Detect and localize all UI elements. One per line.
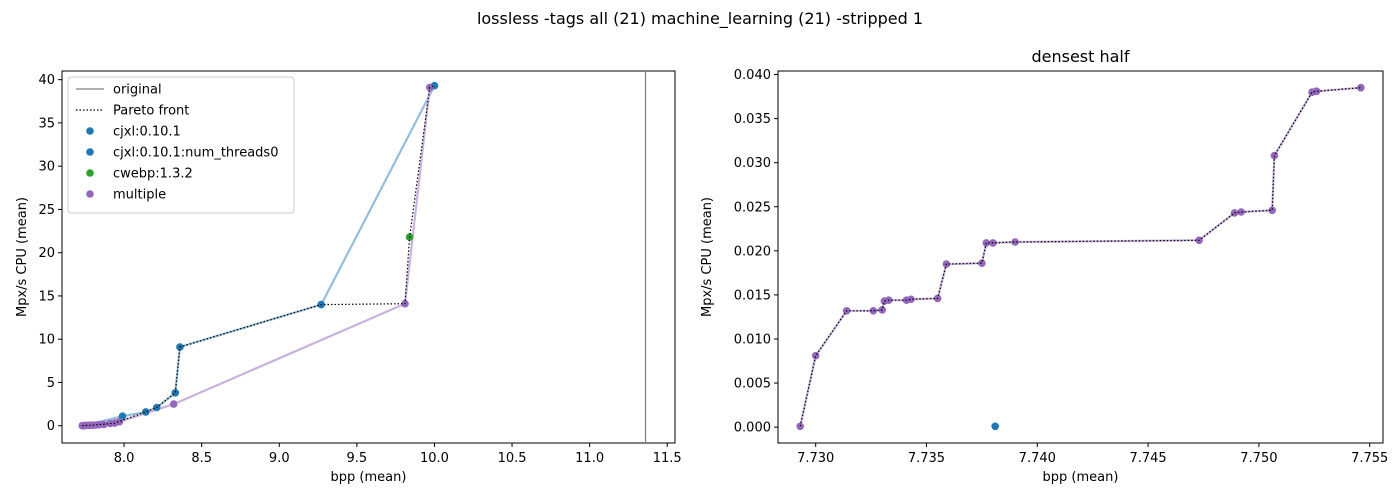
- y-tick-label: 15: [38, 289, 55, 304]
- y-tick-label: 35: [38, 116, 55, 131]
- x-tick-label: 11.5: [653, 451, 682, 466]
- x-axis-label: bpp (mean): [1043, 470, 1119, 485]
- x-tick-label: 7.735: [908, 451, 945, 466]
- data-point: [978, 259, 986, 268]
- y-axis-label: Mpx/s CPU (mean): [700, 197, 715, 317]
- y-tick-label: 0.010: [734, 332, 771, 347]
- x-tick-label: 7.730: [797, 451, 834, 466]
- y-tick-label: 0.020: [734, 244, 771, 259]
- data-point: [171, 389, 180, 397]
- subplot-title: densest half: [1031, 47, 1129, 66]
- pareto-front-line: [82, 85, 435, 427]
- data-point: [142, 408, 150, 416]
- x-tick-label: 7.750: [1240, 451, 1277, 466]
- legend-marker-swatch: [86, 127, 94, 135]
- legend-label: Pareto front: [113, 104, 189, 119]
- data-point: [1357, 83, 1365, 92]
- legend-label: cwebp:1.3.2: [113, 167, 193, 182]
- data-point: [907, 295, 915, 304]
- y-tick-label: 0.035: [734, 112, 771, 127]
- data-point: [1312, 87, 1321, 96]
- right-chart: 7.730 7.735 7.740 7.745 7.750 7.755 0.000 0.005…: [700, 47, 1388, 485]
- x-axis-label: bpp (mean): [331, 470, 407, 485]
- data-point: [1011, 238, 1019, 246]
- x-tick-label: 10.5: [498, 451, 527, 466]
- y-tick-label: 5: [47, 376, 55, 391]
- data-point: [982, 239, 991, 247]
- legend-label: cjxl:0.10.1: [113, 125, 181, 140]
- legend-marker-swatch: [86, 148, 94, 156]
- x-tick-label: 8.5: [191, 451, 212, 466]
- axes-frame: [61, 70, 676, 444]
- x-tick-label: 7.740: [1019, 451, 1056, 466]
- legend-marker-swatch: [86, 169, 94, 177]
- left-chart: 8.0 8.5 9.0 9.5 10.0 10.5 11.0 11.5 0 5 10 15 20 25 30…: [15, 70, 682, 485]
- data-point: [1268, 206, 1276, 215]
- pareto-front-line: [799, 87, 1361, 427]
- data-point: [115, 418, 124, 426]
- y-tick-label: 30: [38, 160, 55, 175]
- legend-marker-swatch: [86, 190, 94, 198]
- y-tick-label: 0.000: [734, 421, 771, 436]
- x-tick-label: 11.0: [575, 451, 604, 466]
- legend-label: multiple: [113, 188, 166, 203]
- y-tick-label: 0.030: [734, 156, 771, 171]
- y-tick-label: 40: [38, 73, 55, 88]
- y-tick-label: 0.015: [734, 288, 771, 303]
- axes-frame: [777, 70, 1384, 444]
- data-point: [991, 422, 999, 431]
- x-tick-label: 7.745: [1129, 451, 1166, 466]
- data-point: [1237, 208, 1245, 216]
- legend-label: original: [113, 83, 162, 98]
- y-tick-label: 25: [38, 203, 55, 218]
- legend-box: [67, 76, 295, 214]
- y-tick-label: 0: [47, 419, 55, 434]
- y-axis-label: Mpx/s CPU (mean): [15, 197, 30, 317]
- data-point: [869, 307, 878, 315]
- x-tick-label: 9.0: [269, 451, 290, 466]
- y-tick-label: 20: [38, 246, 55, 261]
- y-tick-label: 0.005: [734, 377, 771, 392]
- x-tick-label: 10.0: [420, 451, 449, 466]
- x-tick-label: 8.0: [114, 451, 135, 466]
- x-tick-label: 7.755: [1351, 451, 1388, 466]
- y-tick-label: 0.040: [734, 68, 771, 83]
- y-tick-label: 10: [38, 333, 55, 348]
- data-point: [118, 412, 127, 421]
- x-tick-label: 9.5: [347, 451, 368, 466]
- data-point: [169, 400, 178, 408]
- y-tick-label: 0.025: [734, 200, 771, 215]
- figure-suptitle: lossless -tags all (21) machine_learning…: [477, 9, 923, 29]
- data-point: [1270, 151, 1279, 160]
- data-point: [811, 351, 820, 360]
- legend-label: cjxl:0.10.1:num_threads0: [113, 146, 278, 161]
